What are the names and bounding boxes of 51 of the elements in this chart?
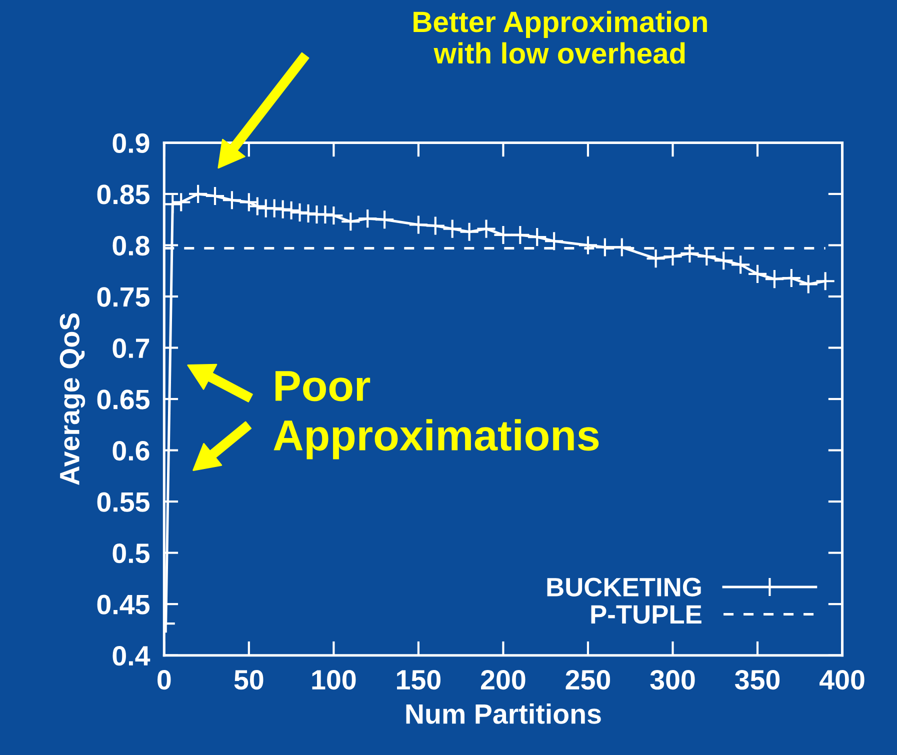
point <box>204 186 226 206</box>
y-tick-label: 0.85 <box>97 184 150 204</box>
y-axis-title: Average QoS <box>60 313 86 486</box>
point <box>188 184 208 204</box>
y-tick-label: 0.8 <box>112 236 150 256</box>
point <box>476 218 496 239</box>
point <box>493 224 514 246</box>
point <box>578 235 598 256</box>
x-tick-label: 250 <box>566 670 610 690</box>
x-tick-label: 100 <box>312 670 356 690</box>
y-tick-label: 0.45 <box>97 594 150 614</box>
x-tick-label: 400 <box>820 670 864 690</box>
y-tick-label: 0.65 <box>97 390 150 410</box>
y-tick-label: 0.75 <box>97 287 150 307</box>
y-tick-label: 0.9 <box>112 133 150 154</box>
point <box>442 218 462 239</box>
y-tick-label: 0.5 <box>112 543 150 564</box>
y-tick-label: 0.6 <box>112 440 150 461</box>
y-tick-label: 0.55 <box>97 492 150 512</box>
point <box>544 231 564 252</box>
x-tick-label: 200 <box>481 670 526 690</box>
point <box>358 208 378 229</box>
point <box>510 224 530 246</box>
point <box>764 268 785 290</box>
x-tick-label: 150 <box>397 670 440 690</box>
x-tick-label: 50 <box>234 670 264 690</box>
point <box>340 212 361 232</box>
point <box>781 268 802 288</box>
annotation: Poor Approximations <box>274 371 599 460</box>
point <box>714 250 734 271</box>
y-tick-label: 0.7 <box>112 338 150 358</box>
point <box>222 190 242 210</box>
point <box>374 210 395 230</box>
point <box>425 216 446 236</box>
point <box>680 243 700 264</box>
point <box>408 214 429 235</box>
x-tick-label: 350 <box>734 670 780 690</box>
legend-label: BUCKETING <box>547 578 701 596</box>
x-tick-label: 300 <box>650 670 695 690</box>
point <box>747 264 768 284</box>
point <box>646 248 666 269</box>
point <box>459 222 480 242</box>
point <box>798 274 818 294</box>
x-axis-title: Num Partitions <box>406 703 601 724</box>
point <box>730 254 751 275</box>
y-tick-label: 0.4 <box>112 646 150 666</box>
x-tick-label: 0 <box>158 670 171 690</box>
point <box>527 226 548 248</box>
point <box>815 271 836 292</box>
text: Better Approximation with low overhead <box>414 10 707 64</box>
legend-label: P-TUPLE <box>591 605 702 624</box>
